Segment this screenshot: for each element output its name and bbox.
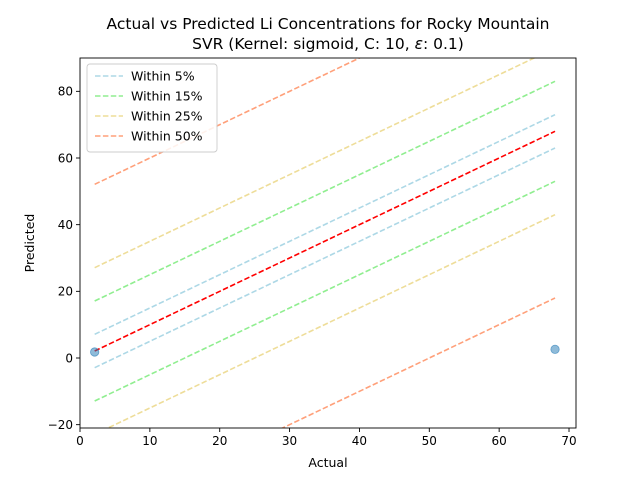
data-point-1 bbox=[90, 347, 100, 357]
y-axis-ticks: −20 0 20 40 60 80 bbox=[48, 85, 80, 432]
legend-box bbox=[86, 63, 218, 153]
x-tick-label: 50 bbox=[422, 434, 437, 448]
x-tick-label: 70 bbox=[561, 434, 576, 448]
band-line-1-lower bbox=[94, 147, 556, 369]
y-tick-label: 80 bbox=[58, 85, 73, 99]
legend-label-2: Within 15% bbox=[131, 89, 203, 104]
identity-line bbox=[94, 130, 556, 352]
band-lines bbox=[94, 58, 556, 428]
y-tick-label: 60 bbox=[58, 151, 73, 165]
chart-title: Actual vs Predicted Li Concentrations fo… bbox=[107, 15, 550, 33]
legend-label-3: Within 25% bbox=[131, 109, 203, 124]
legend: Within 5% Within 15% Within 25% Within 50% bbox=[86, 63, 218, 153]
axes-frame bbox=[79, 57, 577, 429]
y-tick-label: 20 bbox=[58, 285, 73, 299]
x-axis-label: Actual bbox=[308, 455, 347, 470]
plot-area bbox=[79, 57, 577, 429]
data-points bbox=[90, 344, 560, 357]
legend-label-1: Within 5% bbox=[131, 69, 195, 84]
band-line-4-lower bbox=[280, 297, 556, 428]
x-tick-label: 40 bbox=[352, 434, 367, 448]
legend-label-4: Within 50% bbox=[131, 129, 203, 144]
x-tick-label: 0 bbox=[76, 434, 84, 448]
band-line-2-upper bbox=[94, 80, 556, 302]
data-point-2 bbox=[550, 344, 560, 354]
band-line-2-lower bbox=[94, 180, 556, 402]
x-tick-label: 30 bbox=[282, 434, 297, 448]
y-tick-label: 40 bbox=[58, 218, 73, 232]
chart-subtitle: SVR (Kernel: sigmoid, C: 10, ε: 0.1) bbox=[192, 35, 464, 53]
y-axis-label: Predicted bbox=[22, 214, 37, 273]
band-line-1-upper bbox=[94, 113, 556, 336]
x-tick-label: 20 bbox=[212, 434, 227, 448]
x-tick-label: 60 bbox=[492, 434, 507, 448]
band-line-3-lower bbox=[106, 213, 556, 428]
band-line-3-upper bbox=[94, 58, 536, 269]
band-line-4-upper bbox=[94, 58, 362, 186]
y-tick-label: 0 bbox=[65, 351, 73, 365]
y-tick-label: −20 bbox=[48, 418, 73, 432]
x-tick-label: 10 bbox=[142, 434, 157, 448]
x-axis-ticks: 0 10 20 30 40 50 60 70 bbox=[76, 428, 577, 448]
